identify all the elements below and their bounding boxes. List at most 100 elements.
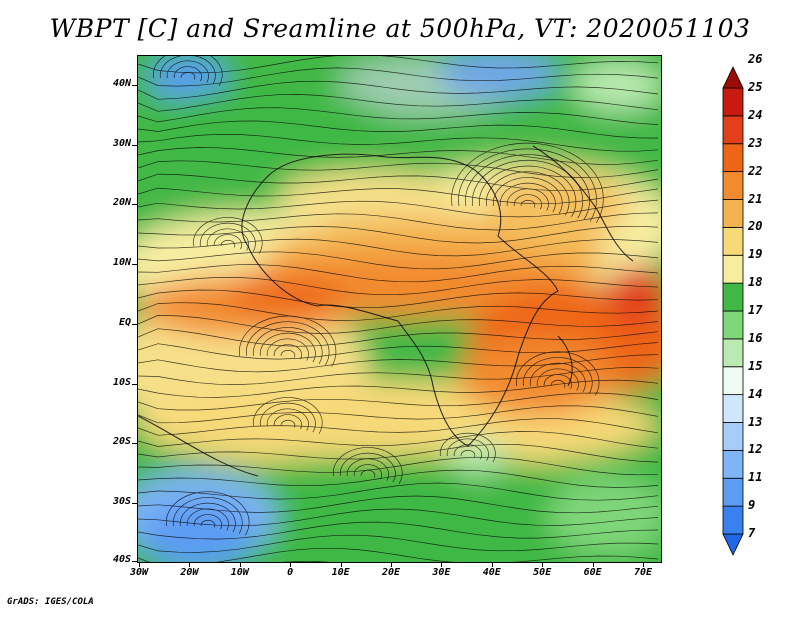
latitude-label: 40N bbox=[112, 78, 131, 89]
streamline bbox=[138, 315, 659, 334]
streamline bbox=[138, 342, 659, 360]
colorbar-label: 14 bbox=[748, 386, 763, 401]
streamline bbox=[138, 187, 659, 205]
longitude-tick bbox=[542, 563, 544, 567]
streamline bbox=[460, 449, 476, 458]
latitude-tick bbox=[132, 264, 137, 266]
streamline bbox=[138, 456, 659, 476]
latitude-label: 10S bbox=[112, 376, 131, 388]
longitude-label: 30W bbox=[129, 567, 149, 578]
longitude-tick bbox=[239, 563, 241, 567]
colorbar-swatch bbox=[722, 338, 744, 368]
streamline bbox=[138, 521, 659, 540]
latitude-label: 20N bbox=[112, 197, 131, 209]
streamline bbox=[543, 374, 573, 390]
longitude-tick bbox=[391, 563, 392, 567]
longitude-tick bbox=[340, 563, 342, 567]
streamline bbox=[465, 154, 590, 220]
streamline bbox=[138, 56, 659, 74]
streamline bbox=[346, 458, 389, 481]
streamline bbox=[173, 66, 203, 82]
streamline bbox=[138, 225, 659, 244]
streamline bbox=[172, 497, 243, 534]
streamline bbox=[138, 328, 659, 347]
latitude-label: 40S bbox=[112, 554, 131, 565]
streamline bbox=[138, 431, 659, 449]
streamline bbox=[138, 534, 659, 553]
longitude-label: 10E bbox=[331, 567, 350, 578]
streamline bbox=[138, 133, 659, 152]
streamline bbox=[360, 469, 376, 478]
latitude-label: 30N bbox=[112, 137, 131, 149]
colorbar-label: 15 bbox=[748, 358, 763, 373]
colorbar-label: 26 bbox=[748, 52, 763, 67]
streamline bbox=[165, 491, 250, 536]
streamline bbox=[179, 502, 236, 533]
streamline bbox=[138, 289, 659, 309]
longitude-label: 30E bbox=[432, 567, 451, 578]
streamline bbox=[138, 405, 659, 424]
longitude-tick bbox=[189, 563, 191, 567]
streamline bbox=[138, 443, 659, 463]
colorbar-label: 11 bbox=[748, 470, 763, 485]
streamline bbox=[138, 80, 659, 100]
streamline bbox=[206, 228, 249, 251]
streamline bbox=[492, 177, 563, 214]
streamline bbox=[332, 447, 403, 484]
colorbar-label: 22 bbox=[748, 163, 763, 178]
streamline bbox=[138, 482, 659, 501]
streamline bbox=[280, 419, 296, 428]
colorbar-label: 17 bbox=[748, 303, 763, 317]
colorbar-swatch bbox=[722, 505, 744, 535]
streamline bbox=[439, 432, 496, 463]
streamline bbox=[138, 469, 659, 488]
colorbar-label: 12 bbox=[748, 442, 763, 457]
longitude-label: 0 bbox=[287, 567, 294, 578]
colorbar-swatch bbox=[722, 87, 744, 117]
longitude-label: 40E bbox=[482, 567, 501, 578]
streamline bbox=[266, 338, 309, 361]
colorbar-swatch bbox=[722, 66, 744, 89]
colorbar-label: 21 bbox=[748, 191, 763, 206]
streamline bbox=[499, 182, 556, 213]
streamline bbox=[259, 402, 316, 433]
streamline bbox=[138, 379, 659, 398]
latitude-tick bbox=[132, 561, 137, 562]
streamline bbox=[252, 397, 323, 434]
colorbar-label: 23 bbox=[748, 135, 763, 150]
streamline bbox=[166, 60, 209, 83]
colorbar-swatch bbox=[722, 310, 744, 340]
longitude-tick bbox=[592, 563, 594, 567]
streamline bbox=[138, 264, 659, 283]
longitude-label: 70E bbox=[633, 567, 653, 578]
longitude-label: 10W bbox=[230, 567, 249, 578]
streamline bbox=[138, 251, 659, 270]
streamline bbox=[138, 354, 659, 373]
streamline bbox=[273, 344, 303, 360]
streamline bbox=[193, 514, 223, 530]
latitude-label: 10N bbox=[112, 257, 131, 269]
colorbar-swatch bbox=[722, 394, 744, 423]
longitude-label: 50E bbox=[533, 567, 552, 578]
streamline bbox=[536, 368, 579, 391]
streamline bbox=[550, 379, 566, 388]
streamline bbox=[485, 171, 570, 216]
latitude-tick bbox=[132, 443, 137, 445]
streamline bbox=[273, 414, 303, 430]
colorbar-swatch bbox=[722, 282, 744, 312]
latitude-label: 30S bbox=[112, 495, 131, 507]
colorbar-swatch bbox=[722, 366, 744, 396]
streamline bbox=[138, 495, 659, 514]
streamline bbox=[138, 107, 659, 125]
streamline bbox=[138, 418, 659, 436]
streamline bbox=[138, 392, 659, 411]
streamline bbox=[453, 444, 483, 460]
colorbar-label: 13 bbox=[748, 414, 763, 429]
streamline bbox=[220, 239, 236, 248]
streamline bbox=[138, 547, 659, 562]
streamline bbox=[186, 508, 229, 531]
longitude-tick bbox=[643, 563, 644, 567]
streamline bbox=[245, 321, 330, 366]
colorbar-swatch bbox=[722, 477, 744, 507]
streamline bbox=[138, 160, 659, 178]
